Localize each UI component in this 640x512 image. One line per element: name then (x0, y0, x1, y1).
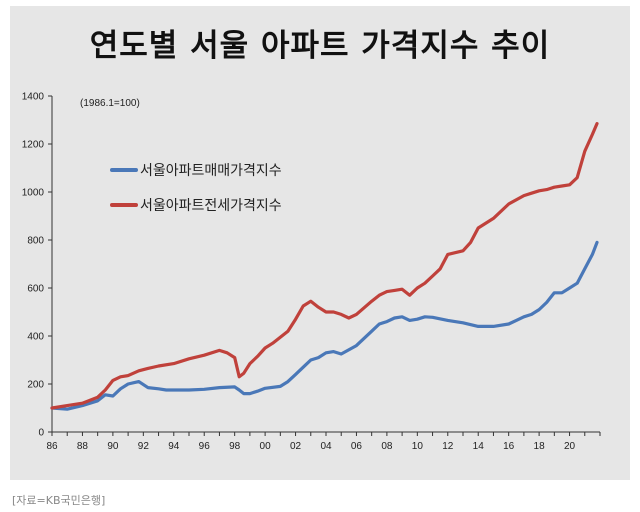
legend-label-jeonse: 서울아파트전세가격지수 (140, 198, 282, 214)
y-tick-label: 1000 (22, 188, 45, 199)
y-tick-label: 0 (38, 428, 44, 439)
y-tick-label: 200 (27, 380, 44, 391)
x-tick-label: 08 (381, 441, 393, 452)
y-tick-label: 400 (27, 332, 44, 343)
y-tick-label: 600 (27, 284, 44, 295)
series-lines (50, 121, 599, 411)
x-tick-label: 14 (473, 441, 485, 452)
x-tick-label: 96 (199, 441, 211, 452)
y-tick-label: 800 (27, 236, 44, 247)
x-tick-label: 90 (107, 441, 119, 452)
x-tick-label: 88 (77, 441, 89, 452)
x-tick-label: 98 (229, 441, 241, 452)
y-tick-label: 1200 (22, 140, 45, 151)
x-tick-label: 12 (442, 441, 454, 452)
sale-price-index-line (50, 240, 599, 411)
x-tick-label: 18 (534, 441, 546, 452)
x-tick-label: 86 (46, 441, 58, 452)
x-tick-label: 20 (564, 441, 576, 452)
index-base-note: (1986.1=100) (80, 98, 140, 109)
x-tick-label: 16 (503, 441, 515, 452)
x-tick-label: 94 (168, 441, 180, 452)
x-tick-label: 02 (290, 441, 302, 452)
x-tick-label: 06 (351, 441, 363, 452)
x-tick-label: 04 (320, 441, 332, 452)
chart-title: 연도별 서울 아파트 가격지수 추이 (89, 28, 551, 64)
chart-panel (10, 6, 630, 480)
x-tick-label: 92 (138, 441, 150, 452)
x-tick-label: 00 (260, 441, 272, 452)
legend-label-sale: 서울아파트매매가격지수 (140, 163, 282, 179)
jeonse-price-index-line (50, 121, 599, 410)
chart-axes (48, 95, 601, 436)
x-tick-label: 10 (412, 441, 424, 452)
y-tick-label: 1400 (22, 92, 45, 103)
source-note: [자료=KB국민은행] (12, 494, 106, 507)
